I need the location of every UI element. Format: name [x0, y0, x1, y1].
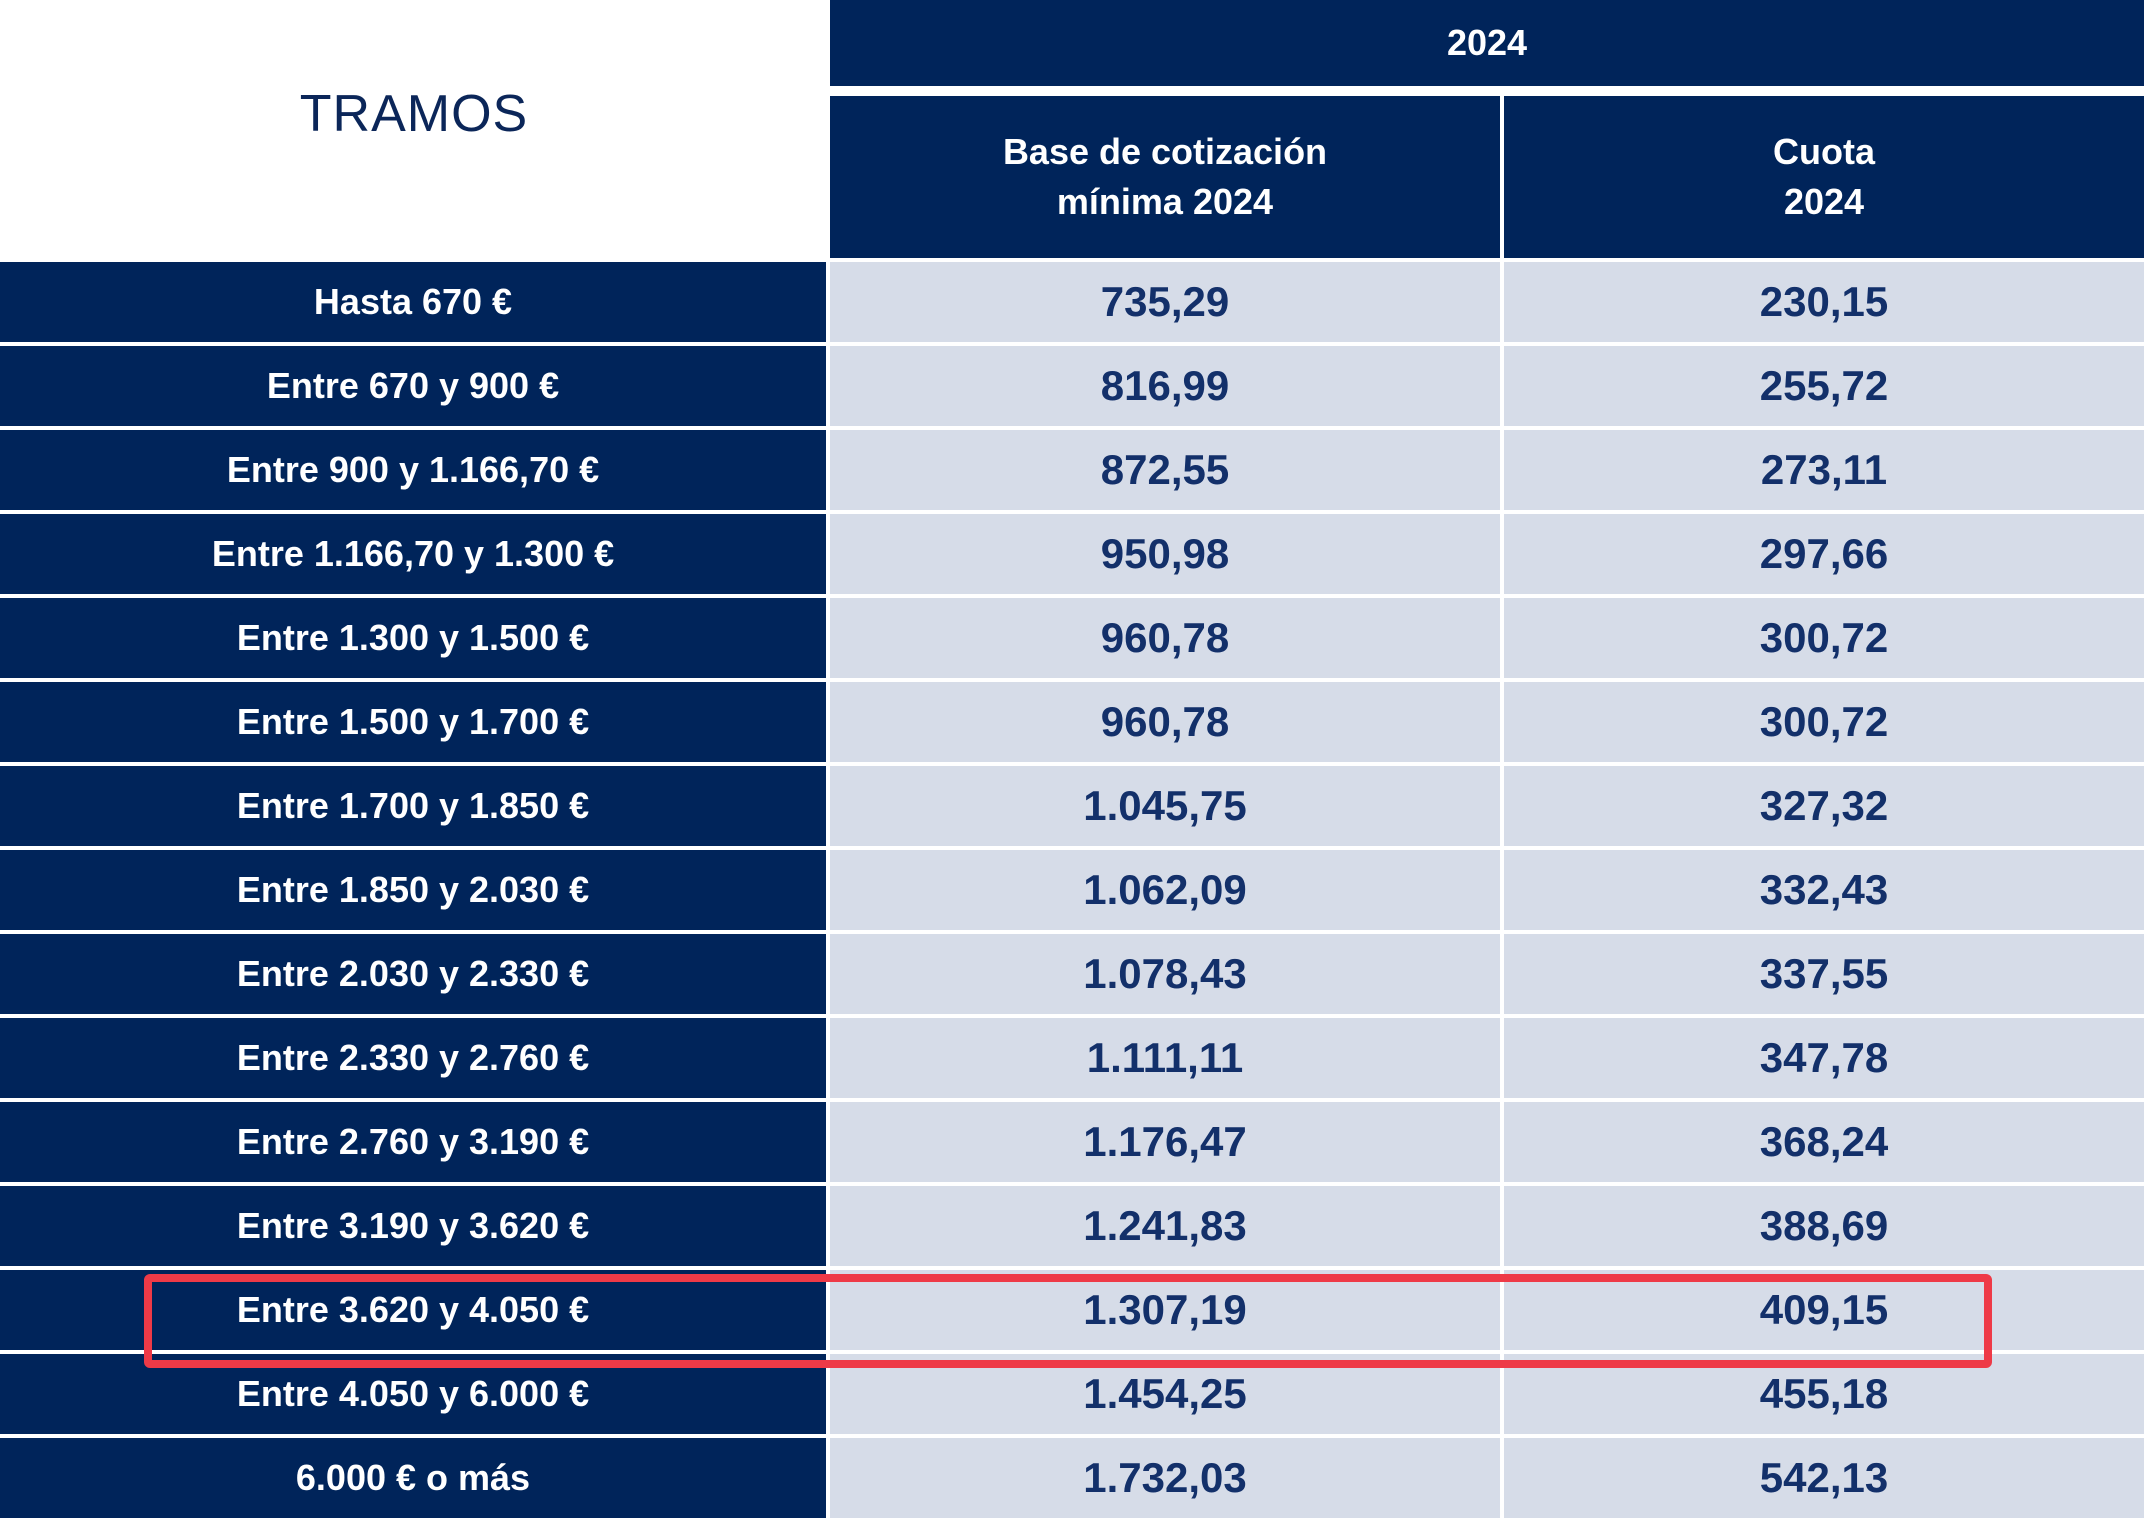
- tramo-cell: Entre 2.760 y 3.190 €: [0, 1102, 826, 1182]
- tramo-cell: Entre 4.050 y 6.000 €: [0, 1354, 826, 1434]
- cuota-cell: 409,15: [1504, 1270, 2144, 1350]
- cuota-cell: 388,69: [1504, 1186, 2144, 1266]
- cuota-cell: 230,15: [1504, 262, 2144, 342]
- base-cell: 1.241,83: [830, 1186, 1500, 1266]
- cuota-cell: 368,24: [1504, 1102, 2144, 1182]
- cuota-cell: 255,72: [1504, 346, 2144, 426]
- table-row: Hasta 670 €735,29 230,15: [0, 262, 2144, 342]
- base-cell: 816,99: [830, 346, 1500, 426]
- base-cell: 1.062,09: [830, 850, 1500, 930]
- table-row: Entre 3.190 y 3.620 €1.241,83 388,69: [0, 1186, 2144, 1266]
- base-cell: 1.111,11: [830, 1018, 1500, 1098]
- tramo-cell: Entre 2.030 y 2.330 €: [0, 934, 826, 1014]
- column-header-cuota: Cuota 2024: [1504, 96, 2144, 258]
- tramo-cell: Entre 1.700 y 1.850 €: [0, 766, 826, 846]
- cuota-cell: 327,32: [1504, 766, 2144, 846]
- base-cell: 960,78: [830, 598, 1500, 678]
- tramo-cell: Hasta 670 €: [0, 262, 826, 342]
- base-cell: 872,55: [830, 430, 1500, 510]
- tramo-cell: 6.000 € o más: [0, 1438, 826, 1518]
- cuota-cell: 300,72: [1504, 598, 2144, 678]
- tramo-cell: Entre 3.620 y 4.050 €: [0, 1270, 826, 1350]
- tramo-cell: Entre 1.166,70 y 1.300 €: [0, 514, 826, 594]
- cuota-cell: 337,55: [1504, 934, 2144, 1014]
- base-cell: 1.078,43: [830, 934, 1500, 1014]
- base-cell: 960,78: [830, 682, 1500, 762]
- table-row: Entre 2.760 y 3.190 €1.176,47 368,24: [0, 1102, 2144, 1182]
- base-cell: 950,98: [830, 514, 1500, 594]
- base-cell: 1.176,47: [830, 1102, 1500, 1182]
- year-header: 2024: [830, 0, 2144, 86]
- cuota-cell: 455,18: [1504, 1354, 2144, 1434]
- table-row: Entre 900 y 1.166,70 €872,55 273,11: [0, 430, 2144, 510]
- cuota-cell: 297,66: [1504, 514, 2144, 594]
- tramo-cell: Entre 1.300 y 1.500 €: [0, 598, 826, 678]
- base-cell: 1.454,25: [830, 1354, 1500, 1434]
- table-row: Entre 1.166,70 y 1.300 €950,98 297,66: [0, 514, 2144, 594]
- table-row: Entre 670 y 900 €816,99 255,72: [0, 346, 2144, 426]
- base-cell: 1.045,75: [830, 766, 1500, 846]
- cuota-cell: 347,78: [1504, 1018, 2144, 1098]
- cuota-cell: 273,11: [1504, 430, 2144, 510]
- table-body: Hasta 670 €735,29 230,15 Entre 670 y 900 €…: [0, 262, 2144, 1522]
- column-header-base: Base de cotización mínima 2024: [830, 96, 1500, 258]
- cuota-cell: 332,43: [1504, 850, 2144, 930]
- cuota-cell: 542,13: [1504, 1438, 2144, 1518]
- tramo-cell: Entre 900 y 1.166,70 €: [0, 430, 826, 510]
- tramo-cell: Entre 3.190 y 3.620 €: [0, 1186, 826, 1266]
- base-cell: 735,29: [830, 262, 1500, 342]
- base-cell: 1.307,19: [830, 1270, 1500, 1350]
- tramos-title: TRAMOS: [299, 85, 529, 143]
- table-row: Entre 3.620 y 4.050 €1.307,19 409,15: [0, 1270, 2144, 1350]
- tramo-cell: Entre 670 y 900 €: [0, 346, 826, 426]
- table-row: Entre 1.700 y 1.850 €1.045,75 327,32: [0, 766, 2144, 846]
- table-row: Entre 1.500 y 1.700 €960,78 300,72: [0, 682, 2144, 762]
- table-row: Entre 1.850 y 2.030 €1.062,09 332,43: [0, 850, 2144, 930]
- table-row: Entre 4.050 y 6.000 €1.454,25 455,18: [0, 1354, 2144, 1434]
- tramo-cell: Entre 2.330 y 2.760 €: [0, 1018, 826, 1098]
- tramo-cell: Entre 1.500 y 1.700 €: [0, 682, 826, 762]
- table-row: 6.000 € o más 1.732,03 542,13: [0, 1438, 2144, 1518]
- base-cell: 1.732,03: [830, 1438, 1500, 1518]
- table-row: Entre 2.030 y 2.330 €1.078,43 337,55: [0, 934, 2144, 1014]
- tramo-cell: Entre 1.850 y 2.030 €: [0, 850, 826, 930]
- table-row: Entre 1.300 y 1.500 €960,78 300,72: [0, 598, 2144, 678]
- cuota-cell: 300,72: [1504, 682, 2144, 762]
- table-row: Entre 2.330 y 2.760 €1.111,11 347,78: [0, 1018, 2144, 1098]
